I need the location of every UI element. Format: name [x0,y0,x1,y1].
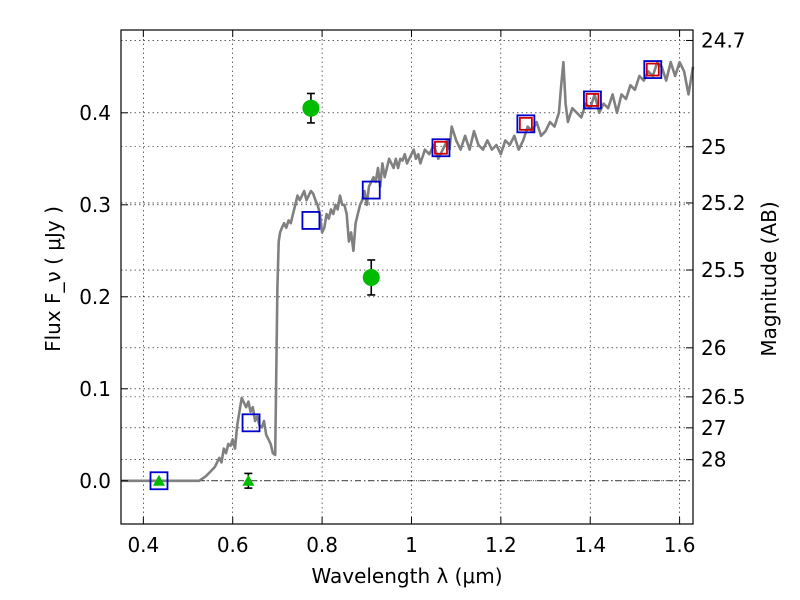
grid [121,30,693,524]
magnitude-tick-label: 24.7 [701,28,746,52]
magnitude-tick-label: 25.2 [701,191,746,215]
plot-area [121,60,695,491]
magnitude-tick-label: 26.5 [701,385,746,409]
observed-photometry-point [645,62,660,77]
x-tick-label: 0.8 [306,533,338,557]
x-tick-label: 1 [405,533,418,557]
y-tick-label: 0.0 [79,469,111,493]
model-photometry-point [431,138,451,158]
x-tick-label: 0.4 [127,533,159,557]
magnitude-axis-label: Magnitude (AB) [757,201,781,356]
y-tick-label: 0.2 [79,285,111,309]
observed-photometry-point [518,116,533,131]
x-tick-label: 1.6 [664,533,696,557]
model-photometry-point [516,114,536,134]
x-tick-label: 1.2 [485,533,517,557]
model-photometry-point [583,90,602,110]
observed-photometry-point [585,93,600,107]
upper-limit-point [152,474,165,486]
y-tick-label: 0.4 [79,101,111,125]
magnitude-tick-label: 27 [701,416,726,440]
model-photometry-point [361,180,381,200]
y-tick-label: 0.3 [79,193,111,217]
model-photometry-point [241,413,261,433]
x-axis-label: Wavelength λ (μm) [311,564,502,588]
magnitude-tick-label: 28 [701,448,726,472]
plot-frame [120,29,694,525]
model-photometry-point [301,211,321,230]
upper-limit-point [242,474,255,486]
model-photometry-point [149,471,169,491]
observed-photometry-point [362,268,380,286]
model-spectrum-line [121,60,695,483]
observed-photometry-point [434,140,448,155]
x-tick-label: 1.4 [574,533,606,557]
x-tick-label: 0.6 [217,533,249,557]
observed-photometry-point [302,99,320,117]
y-tick-label: 0.1 [79,377,111,401]
magnitude-tick-label: 25 [701,135,726,159]
model-photometry-point [643,60,663,79]
magnitude-tick-label: 26 [701,336,726,360]
magnitude-tick-label: 25.5 [701,258,746,282]
y-axis-label: Flux F_ν ( μJy ) [41,206,65,352]
axis-ticks: 0.4 0.6 0.8 1 1.2 1.4 1.6 0.0 0.1 0.2 0.3 0.4 24.7 25… [79,28,745,557]
